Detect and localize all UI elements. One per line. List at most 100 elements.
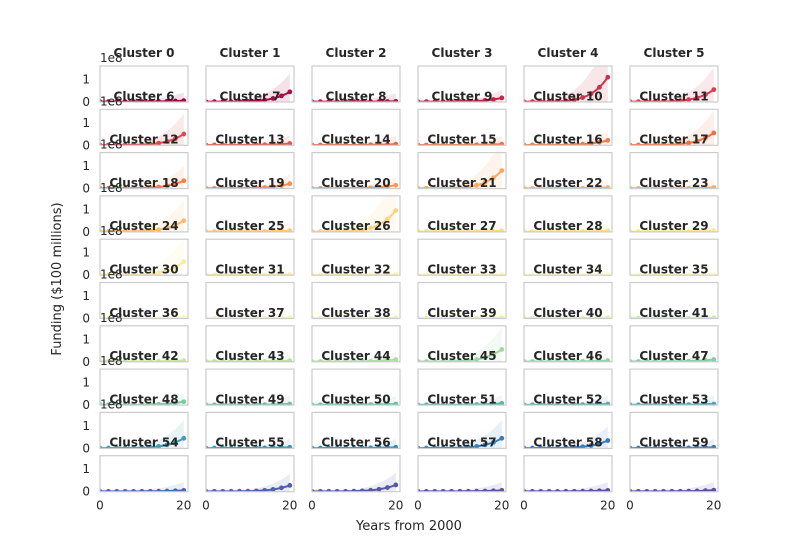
- point-cluster-53: [686, 445, 692, 449]
- point-cluster-38: [334, 359, 340, 362]
- point-cluster-13: [253, 185, 259, 189]
- panel-cluster-44: Cluster 44: [311, 349, 401, 406]
- band-cluster-34: [524, 309, 608, 319]
- point-cluster-39: [449, 358, 454, 362]
- point-cluster-22: [538, 229, 544, 232]
- point-cluster-48: [139, 445, 145, 449]
- point-cluster-26: [334, 272, 340, 276]
- band-cluster-28: [524, 266, 608, 276]
- panel-title: Cluster 0: [114, 46, 175, 60]
- point-cluster-29: [644, 272, 650, 276]
- point-cluster-56: [359, 488, 365, 492]
- point-cluster-36: [164, 358, 170, 362]
- panel-title: Cluster 41: [639, 306, 708, 320]
- point-cluster-33: [482, 315, 488, 319]
- point-cluster-33: [440, 315, 446, 319]
- point-cluster-52: [580, 444, 586, 449]
- point-cluster-40: [555, 359, 560, 362]
- point-cluster-42: [156, 401, 162, 406]
- point-cluster-53: [652, 445, 658, 449]
- point-cluster-24: [114, 272, 120, 276]
- point-cluster-53: [644, 445, 650, 449]
- y-tick-label: 0: [82, 485, 90, 499]
- point-cluster-12: [122, 185, 128, 189]
- point-cluster-51: [491, 439, 496, 445]
- point-cluster-46: [538, 402, 544, 406]
- panel-frame: [523, 152, 613, 190]
- point-cluster-15: [499, 168, 505, 174]
- point-cluster-49: [270, 445, 276, 449]
- panel-cluster-58: Cluster 58: [523, 436, 613, 493]
- panel-frame: [417, 238, 507, 276]
- point-cluster-58: [588, 488, 594, 492]
- point-cluster-7: [270, 142, 276, 146]
- point-cluster-50: [376, 445, 382, 449]
- point-cluster-4: [538, 99, 544, 102]
- point-cluster-1: [253, 98, 259, 102]
- point-cluster-37: [237, 359, 242, 362]
- tick-labels: 0 1 1e8 0 1 1e8 0 1 1e8 0 1 1e8 0 1 1e8 0 1 1e8 0 1 1e8 0 1 1e8…: [82, 51, 721, 513]
- panel-frame: [311, 65, 401, 103]
- band-cluster-21: [418, 222, 502, 232]
- band-cluster-2: [312, 93, 396, 102]
- point-cluster-4: [605, 74, 611, 80]
- point-cluster-37: [211, 359, 217, 362]
- point-cluster-48: [147, 444, 153, 449]
- point-cluster-50: [368, 445, 374, 449]
- point-cluster-35: [652, 315, 658, 319]
- band-cluster-11: [630, 110, 714, 146]
- point-cluster-46: [597, 401, 602, 406]
- point-cluster-24: [131, 272, 136, 276]
- band-cluster-16: [524, 179, 608, 189]
- point-cluster-2: [393, 98, 399, 102]
- point-cluster-3: [423, 99, 429, 102]
- band-cluster-56: [312, 472, 396, 492]
- point-cluster-26: [351, 272, 357, 276]
- point-cluster-14: [317, 185, 323, 189]
- point-cluster-10: [588, 141, 594, 146]
- panel-cluster-19: Cluster 19: [205, 176, 295, 233]
- point-cluster-52: [588, 443, 594, 448]
- panel-cluster-35: Cluster 35: [629, 263, 719, 320]
- panel-title: Cluster 27: [427, 219, 496, 233]
- point-cluster-9: [491, 142, 496, 146]
- point-cluster-18: [131, 229, 136, 232]
- point-cluster-20: [334, 229, 340, 232]
- band-cluster-45: [418, 395, 502, 406]
- point-cluster-21: [423, 229, 429, 232]
- panel-frame: [311, 195, 401, 233]
- y-offset-label: 1e8: [100, 397, 123, 411]
- point-cluster-26: [376, 272, 382, 276]
- point-cluster-6: [122, 142, 128, 146]
- panel-frame: [629, 281, 719, 320]
- point-cluster-4: [529, 99, 535, 102]
- point-cluster-55: [237, 488, 242, 492]
- panel-frame: [523, 65, 613, 103]
- point-cluster-12: [114, 185, 120, 189]
- point-cluster-13: [211, 185, 217, 189]
- point-cluster-11: [635, 142, 641, 146]
- point-cluster-5: [677, 98, 683, 102]
- point-cluster-39: [457, 358, 463, 362]
- point-cluster-46: [546, 402, 552, 406]
- y-tick-label: 1: [82, 419, 90, 433]
- point-cluster-52: [555, 445, 560, 449]
- point-cluster-45: [432, 402, 438, 406]
- point-cluster-0: [139, 99, 145, 102]
- y-tick-label: 0: [82, 268, 90, 282]
- band-cluster-49: [206, 439, 290, 449]
- panel-title: Cluster 44: [321, 349, 390, 363]
- point-cluster-6: [181, 131, 187, 137]
- point-cluster-43: [253, 402, 259, 406]
- point-cluster-50: [359, 445, 365, 449]
- point-cluster-11: [694, 138, 700, 144]
- band-cluster-51: [418, 420, 502, 449]
- panel-cluster-39: Cluster 39: [417, 306, 507, 363]
- panel-cluster-23: Cluster 23: [629, 176, 719, 233]
- point-cluster-0: [105, 99, 111, 102]
- panel-cluster-1: Cluster 1: [205, 46, 295, 103]
- point-cluster-38: [343, 359, 348, 362]
- point-cluster-8: [359, 142, 365, 146]
- band-cluster-15: [418, 152, 502, 189]
- point-cluster-11: [669, 142, 675, 146]
